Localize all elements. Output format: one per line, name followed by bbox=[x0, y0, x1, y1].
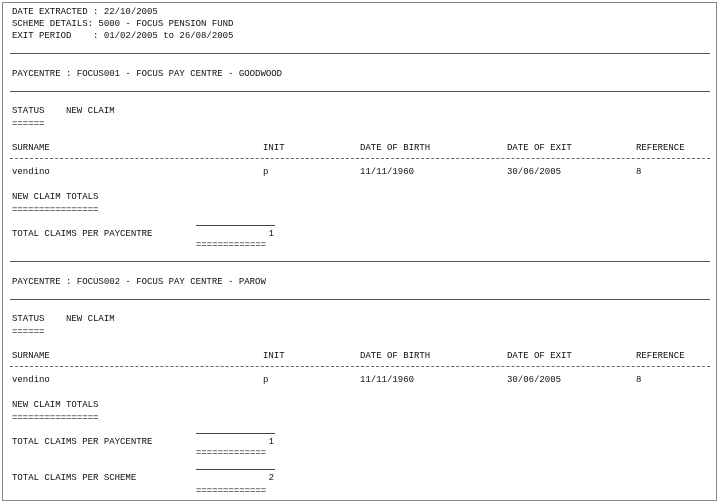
status-underline: ====== bbox=[12, 119, 45, 129]
divider bbox=[10, 261, 710, 262]
status-label: STATUS NEW CLAIM bbox=[12, 106, 115, 116]
status-underline: ====== bbox=[12, 327, 45, 337]
cell-date-of-birth: 11/11/1960 bbox=[360, 167, 415, 177]
header-divider bbox=[10, 366, 710, 367]
total-value: 1 bbox=[268, 437, 274, 447]
divider bbox=[10, 53, 710, 54]
totals-underline: ================ bbox=[12, 413, 99, 423]
column-date-of-birth: DATE OF BIRTH bbox=[360, 351, 431, 361]
cell-reference: 8 bbox=[636, 167, 642, 177]
total-underline: ============= bbox=[196, 240, 267, 250]
total-overline bbox=[196, 225, 275, 226]
column-reference: REFERENCE bbox=[636, 351, 685, 361]
paycentre-heading: PAYCENTRE : FOCUS001 - FOCUS PAY CENTRE … bbox=[12, 69, 283, 79]
paycentre-heading: PAYCENTRE : FOCUS002 - FOCUS PAY CENTRE … bbox=[12, 277, 266, 287]
total-value: 1 bbox=[268, 229, 274, 239]
scheme-total-label: TOTAL CLAIMS PER SCHEME bbox=[12, 473, 137, 483]
cell-date-of-birth: 11/11/1960 bbox=[360, 375, 415, 385]
totals-title: NEW CLAIM TOTALS bbox=[12, 192, 99, 202]
totals-title: NEW CLAIM TOTALS bbox=[12, 400, 99, 410]
divider bbox=[10, 299, 710, 300]
column-init: INIT bbox=[263, 351, 285, 361]
total-overline bbox=[196, 433, 275, 434]
scheme-details: SCHEME DETAILS: 5000 - FOCUS PENSION FUN… bbox=[12, 19, 234, 29]
column-reference: REFERENCE bbox=[636, 143, 685, 153]
total-label: TOTAL CLAIMS PER PAYCENTRE bbox=[12, 437, 153, 447]
total-underline: ============= bbox=[196, 448, 267, 458]
cell-date-of-exit: 30/06/2005 bbox=[507, 167, 562, 177]
status-label: STATUS NEW CLAIM bbox=[12, 314, 115, 324]
scheme-total-overline bbox=[196, 469, 275, 470]
cell-init: p bbox=[263, 375, 269, 385]
cell-init: p bbox=[263, 167, 269, 177]
total-label: TOTAL CLAIMS PER PAYCENTRE bbox=[12, 229, 153, 239]
scheme-total-value: 2 bbox=[268, 473, 274, 483]
scheme-total-underline: ============= bbox=[196, 486, 267, 496]
exit-period: EXIT PERIOD : 01/02/2005 to 26/08/2005 bbox=[12, 31, 234, 41]
column-date-of-exit: DATE OF EXIT bbox=[507, 143, 572, 153]
column-date-of-birth: DATE OF BIRTH bbox=[360, 143, 431, 153]
totals-underline: ================ bbox=[12, 205, 99, 215]
column-surname: SURNAME bbox=[12, 351, 50, 361]
header-divider bbox=[10, 158, 710, 159]
cell-surname: vendino bbox=[12, 375, 50, 385]
divider bbox=[10, 91, 710, 92]
cell-surname: vendino bbox=[12, 167, 50, 177]
column-init: INIT bbox=[263, 143, 285, 153]
cell-date-of-exit: 30/06/2005 bbox=[507, 375, 562, 385]
cell-reference: 8 bbox=[636, 375, 642, 385]
column-date-of-exit: DATE OF EXIT bbox=[507, 351, 572, 361]
date-extracted: DATE EXTRACTED : 22/10/2005 bbox=[12, 7, 158, 17]
column-surname: SURNAME bbox=[12, 143, 50, 153]
